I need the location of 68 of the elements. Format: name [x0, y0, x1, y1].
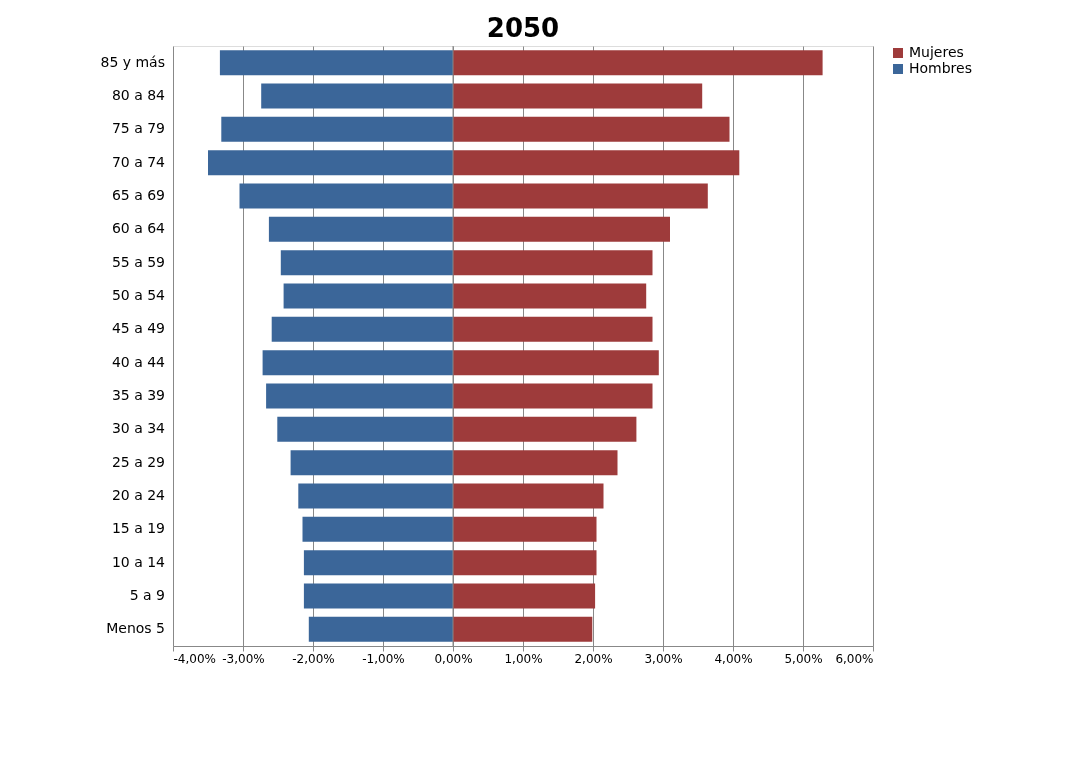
- bar: [262, 350, 453, 376]
- x-tick-label: -4,00%: [173, 651, 216, 666]
- y-tick-label: 40 a 44: [111, 353, 166, 370]
- bar: [453, 316, 653, 342]
- bar: [453, 183, 708, 209]
- bar: [453, 83, 703, 109]
- bar: [453, 150, 740, 176]
- bar: [290, 450, 453, 476]
- y-tick-label: 50 a 54: [111, 287, 166, 303]
- y-tick-label: Menos 5: [106, 620, 165, 637]
- bar: [453, 116, 730, 142]
- bar: [453, 450, 618, 476]
- y-tick-label: 85 y más: [100, 53, 165, 70]
- bar: [453, 550, 597, 576]
- bar: [453, 416, 637, 442]
- bar: [453, 216, 670, 242]
- y-tick-label: 15 a 19: [111, 520, 165, 537]
- x-tick-label: -2,00%: [292, 651, 335, 666]
- x-tick-label: 4,00%: [714, 651, 753, 666]
- y-tick-label: 20 a 24: [111, 487, 166, 503]
- bar: [302, 516, 453, 542]
- bar: [453, 350, 659, 376]
- bar: [208, 150, 453, 176]
- bar: [239, 183, 453, 209]
- x-tick-label: 0,00%: [434, 651, 473, 666]
- bar: [277, 416, 453, 442]
- bar: [266, 383, 453, 409]
- bar: [453, 250, 653, 276]
- bar: [280, 250, 453, 276]
- bar: [453, 583, 596, 609]
- y-tick-label: 5 a 9: [129, 587, 165, 603]
- x-tick-label: 3,00%: [644, 651, 683, 666]
- y-tick-label: 45 a 49: [111, 320, 165, 337]
- x-tick-label: -1,00%: [362, 651, 405, 666]
- chart-title: 2050: [486, 12, 560, 43]
- y-tick-label: 60 a 64: [111, 220, 166, 237]
- x-tick-label: 2,00%: [574, 651, 613, 666]
- bar: [221, 116, 453, 142]
- y-tick-label: 25 a 29: [111, 453, 165, 470]
- legend-label: Hombres: [909, 60, 972, 76]
- bar: [453, 483, 604, 509]
- y-tick-label: 80 a 84: [111, 87, 166, 103]
- x-tick-label: 1,00%: [504, 651, 543, 666]
- x-tick-label: -3,00%: [222, 651, 265, 666]
- y-tick-label: 35 a 39: [111, 387, 165, 403]
- bar: [453, 50, 823, 76]
- x-tick-label: 5,00%: [784, 651, 823, 666]
- bar: [453, 516, 597, 542]
- bar: [271, 316, 453, 342]
- bar: [219, 50, 453, 76]
- bar: [298, 483, 453, 509]
- bar: [268, 216, 453, 242]
- legend-label: Mujeres: [909, 44, 964, 60]
- bar: [283, 283, 453, 309]
- bar: [261, 83, 453, 109]
- x-tick-label: 6,00%: [835, 651, 874, 666]
- y-tick-label: 75 a 79: [111, 120, 165, 137]
- bar: [303, 583, 453, 609]
- y-tick-label: 55 a 59: [111, 253, 165, 270]
- y-tick-label: 70 a 74: [111, 153, 166, 170]
- y-tick-label: 65 a 69: [111, 187, 165, 203]
- bar: [453, 383, 653, 409]
- bar: [308, 616, 453, 642]
- bar: [453, 283, 647, 309]
- bar: [303, 550, 453, 576]
- y-tick-label: 30 a 34: [111, 420, 166, 437]
- bar: [453, 616, 593, 642]
- y-tick-label: 10 a 14: [111, 553, 166, 570]
